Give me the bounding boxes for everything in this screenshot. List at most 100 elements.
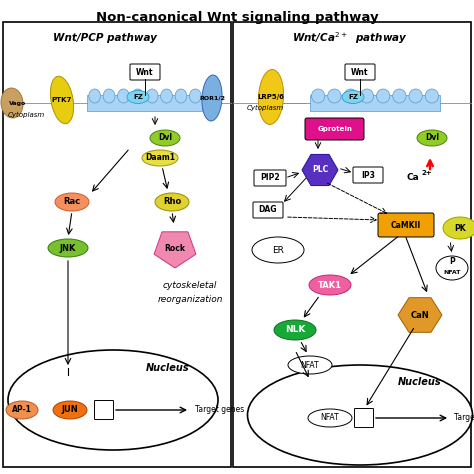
Text: PTK7: PTK7 [52,97,72,103]
Text: DAG: DAG [259,206,277,215]
Ellipse shape [155,193,189,211]
Ellipse shape [142,150,178,166]
Ellipse shape [409,89,422,103]
Ellipse shape [146,89,158,103]
Ellipse shape [252,237,304,263]
Ellipse shape [311,89,325,103]
Ellipse shape [175,89,187,103]
Text: Cytoplasm: Cytoplasm [8,112,45,118]
Ellipse shape [50,76,73,124]
Ellipse shape [55,193,89,211]
Text: NFAT: NFAT [321,413,339,422]
Text: Non-canonical Wnt signaling pathway: Non-canonical Wnt signaling pathway [96,11,378,24]
Text: FZ: FZ [348,94,358,100]
FancyBboxPatch shape [355,409,374,428]
Ellipse shape [6,401,38,419]
Ellipse shape [247,365,473,465]
Text: PLC: PLC [312,165,328,174]
Ellipse shape [258,70,283,125]
FancyBboxPatch shape [94,401,113,419]
Text: Rho: Rho [163,198,181,207]
Ellipse shape [443,217,474,239]
Ellipse shape [103,89,115,103]
FancyBboxPatch shape [233,22,471,467]
FancyBboxPatch shape [353,167,383,183]
Ellipse shape [161,89,173,103]
Text: 2+: 2+ [422,170,432,176]
Ellipse shape [150,130,180,146]
Text: CaN: CaN [410,310,429,319]
Text: JNK: JNK [60,244,76,253]
Text: Nucleus: Nucleus [146,363,190,373]
FancyBboxPatch shape [254,170,286,186]
Text: Vago: Vago [9,100,27,106]
FancyBboxPatch shape [305,118,364,140]
Polygon shape [398,298,442,332]
Text: Wnt: Wnt [351,67,369,76]
Ellipse shape [1,88,23,118]
Ellipse shape [8,350,218,450]
Text: FZ: FZ [133,94,143,100]
Ellipse shape [328,89,341,103]
Text: cytoskeletal: cytoskeletal [163,281,217,290]
Polygon shape [302,155,338,186]
Text: LRP5/6: LRP5/6 [257,94,284,100]
FancyBboxPatch shape [88,95,202,111]
Text: reorganization: reorganization [157,295,223,304]
Text: JUN: JUN [62,405,78,414]
Text: ROR1/2: ROR1/2 [199,95,225,100]
Text: Daam1: Daam1 [145,154,175,163]
Text: P: P [449,257,455,266]
Text: CaMKII: CaMKII [391,220,421,229]
Ellipse shape [127,91,149,103]
FancyBboxPatch shape [310,95,440,111]
Text: Ca: Ca [407,173,419,182]
FancyBboxPatch shape [130,64,160,80]
FancyBboxPatch shape [378,213,434,237]
Ellipse shape [425,89,438,103]
Text: NLK: NLK [285,326,305,335]
Ellipse shape [202,75,222,121]
Ellipse shape [89,89,100,103]
Text: Nucleus: Nucleus [398,377,442,387]
Text: PK: PK [454,224,466,233]
Ellipse shape [48,239,88,257]
Text: IP3: IP3 [361,171,375,180]
Text: Gprotein: Gprotein [318,126,353,132]
Text: Wnt/Ca$^{2+}$  pathway: Wnt/Ca$^{2+}$ pathway [292,30,408,46]
Text: Cytoplasm: Cytoplasm [247,105,284,111]
Text: TAK1: TAK1 [318,281,342,290]
FancyBboxPatch shape [253,202,283,218]
Text: Wnt/PCP pathway: Wnt/PCP pathway [53,33,157,43]
Ellipse shape [274,320,316,340]
Text: Target ge: Target ge [454,413,474,422]
Text: Dvl: Dvl [425,134,439,143]
Text: NFAT: NFAT [443,270,461,274]
Text: Dvl: Dvl [158,134,172,143]
Text: AP-1: AP-1 [12,405,32,414]
Text: ER: ER [272,246,284,255]
Text: PIP2: PIP2 [260,173,280,182]
FancyBboxPatch shape [345,64,375,80]
Polygon shape [154,232,196,268]
Ellipse shape [436,256,468,280]
Ellipse shape [393,89,406,103]
Ellipse shape [288,356,332,374]
Text: Target genes: Target genes [195,405,244,414]
Ellipse shape [132,89,144,103]
Ellipse shape [360,89,374,103]
Ellipse shape [118,89,129,103]
Ellipse shape [417,130,447,146]
Text: Rac: Rac [64,198,81,207]
Ellipse shape [344,89,357,103]
Ellipse shape [190,89,201,103]
Ellipse shape [342,91,364,103]
Ellipse shape [308,409,352,427]
Text: NFAT: NFAT [301,361,319,370]
Text: Rock: Rock [164,244,185,253]
Text: Wnt: Wnt [136,67,154,76]
Ellipse shape [309,275,351,295]
FancyBboxPatch shape [3,22,231,467]
Ellipse shape [376,89,390,103]
Ellipse shape [53,401,87,419]
